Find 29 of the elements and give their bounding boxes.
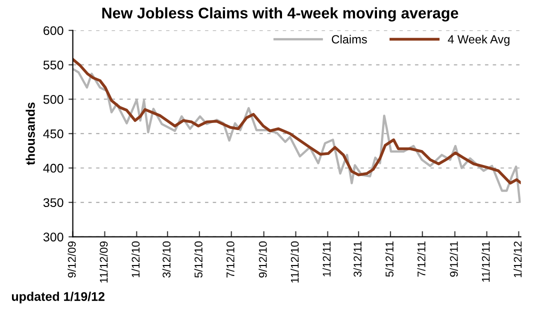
x-tick-label: 5/12/11: [385, 242, 394, 277]
x-tick-label: 11/12/09: [100, 241, 108, 283]
x-tick-label: 3/12/11: [353, 242, 362, 277]
line-series: [72, 68, 521, 203]
line-series: [72, 58, 521, 185]
y-tick-label: 400: [43, 164, 64, 173]
y-tick-label: 450: [43, 129, 64, 138]
x-tick-label: 7/12/11: [417, 242, 426, 277]
y-tick-label: 500: [43, 95, 64, 104]
y-tick-label: 550: [43, 60, 64, 70]
legend-label: Claims: [332, 34, 367, 44]
y-axis-title: thousands: [26, 102, 35, 166]
text: updated 1/19/12: [12, 292, 104, 304]
x-tick-label: 1/12/12: [514, 242, 522, 278]
x-tick-label: 11/12/10: [290, 241, 299, 283]
x-tick-label: 9/12/11: [450, 242, 458, 277]
y-tick-label: 600: [44, 26, 64, 36]
x-tick-label: 1/12/11: [322, 242, 331, 276]
x-tick-label: 5/12/10: [194, 241, 202, 278]
x-tick-label: 9/12/09: [68, 241, 76, 278]
chart-title: New Jobless Claims with 4-week moving average: [102, 7, 458, 22]
x-tick-label: 3/12/10: [162, 241, 171, 278]
y-tick-label: 350: [43, 198, 64, 208]
x-tick-label: 11/12/11: [482, 242, 490, 282]
x-tick-label: 1/12/10: [131, 241, 140, 278]
x-tick-label: 9/12/10: [258, 241, 267, 278]
legend-label: 4 Week Avg: [448, 34, 510, 46]
y-tick-label: 300: [43, 232, 64, 242]
x-tick-label: 7/12/10: [226, 241, 234, 278]
